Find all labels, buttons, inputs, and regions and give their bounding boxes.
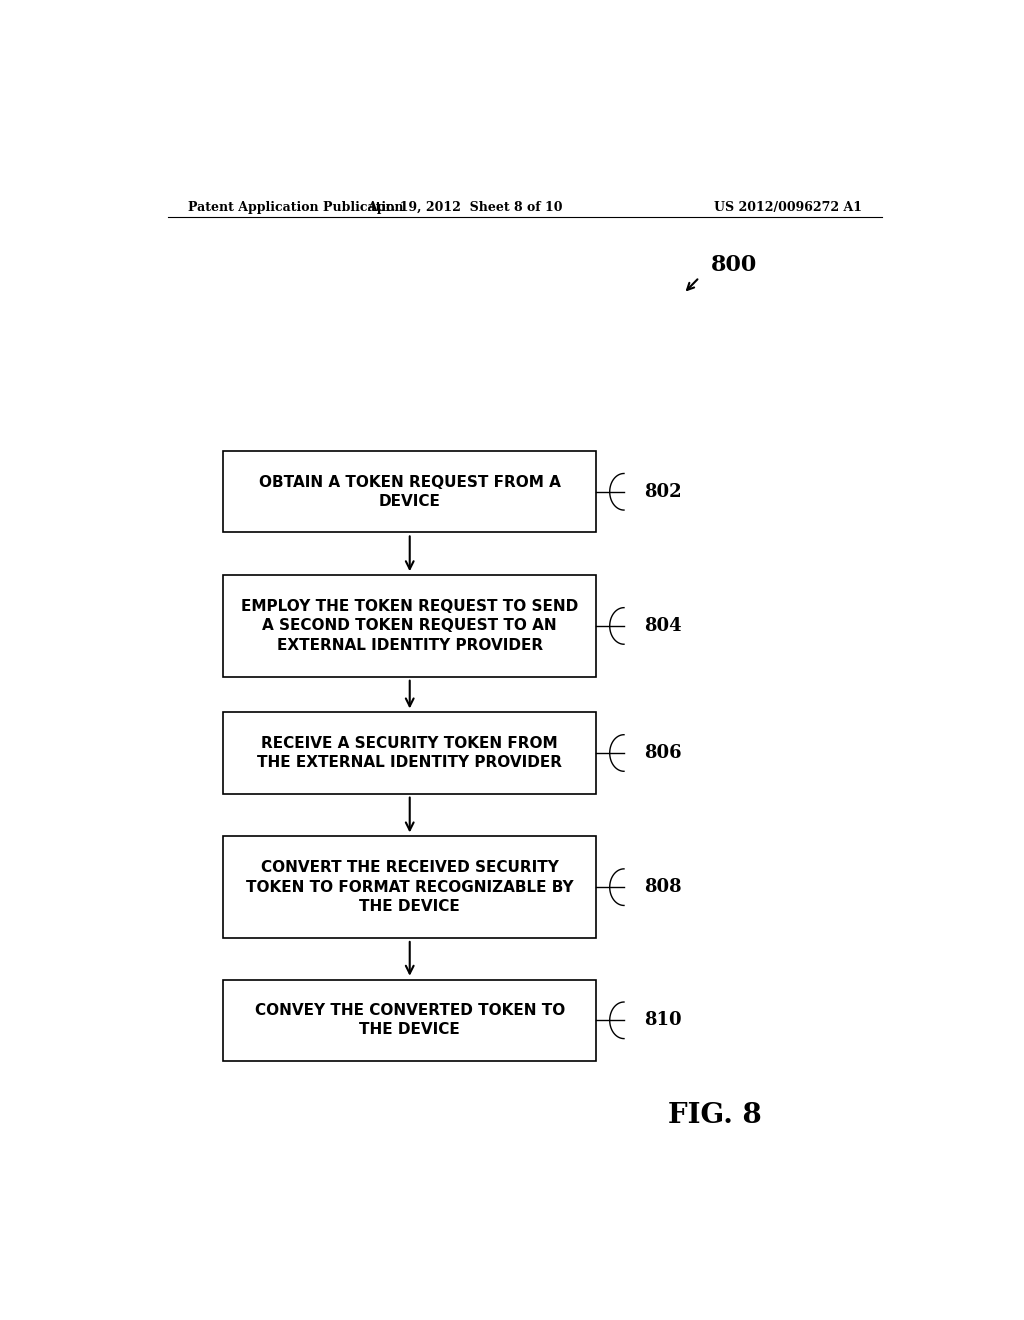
Bar: [223, 713, 596, 793]
Text: 806: 806: [644, 744, 681, 762]
Text: 808: 808: [644, 878, 681, 896]
Text: 804: 804: [644, 616, 681, 635]
Text: FIG. 8: FIG. 8: [668, 1102, 762, 1130]
Text: CONVEY THE CONVERTED TOKEN TO
THE DEVICE: CONVEY THE CONVERTED TOKEN TO THE DEVICE: [255, 1003, 565, 1038]
Text: EMPLOY THE TOKEN REQUEST TO SEND
A SECOND TOKEN REQUEST TO AN
EXTERNAL IDENTITY : EMPLOY THE TOKEN REQUEST TO SEND A SECON…: [241, 599, 579, 652]
Text: US 2012/0096272 A1: US 2012/0096272 A1: [714, 201, 862, 214]
Bar: [223, 576, 596, 677]
Text: Apr. 19, 2012  Sheet 8 of 10: Apr. 19, 2012 Sheet 8 of 10: [368, 201, 563, 214]
Text: RECEIVE A SECURITY TOKEN FROM
THE EXTERNAL IDENTITY PROVIDER: RECEIVE A SECURITY TOKEN FROM THE EXTERN…: [257, 735, 562, 770]
Text: OBTAIN A TOKEN REQUEST FROM A
DEVICE: OBTAIN A TOKEN REQUEST FROM A DEVICE: [259, 475, 561, 510]
Bar: [223, 979, 596, 1061]
Text: CONVERT THE RECEIVED SECURITY
TOKEN TO FORMAT RECOGNIZABLE BY
THE DEVICE: CONVERT THE RECEIVED SECURITY TOKEN TO F…: [246, 861, 573, 913]
Text: Patent Application Publication: Patent Application Publication: [187, 201, 403, 214]
Text: 800: 800: [712, 255, 758, 276]
Text: 802: 802: [644, 483, 681, 500]
Bar: [223, 837, 596, 939]
Text: 810: 810: [644, 1011, 681, 1030]
Bar: [223, 451, 596, 532]
